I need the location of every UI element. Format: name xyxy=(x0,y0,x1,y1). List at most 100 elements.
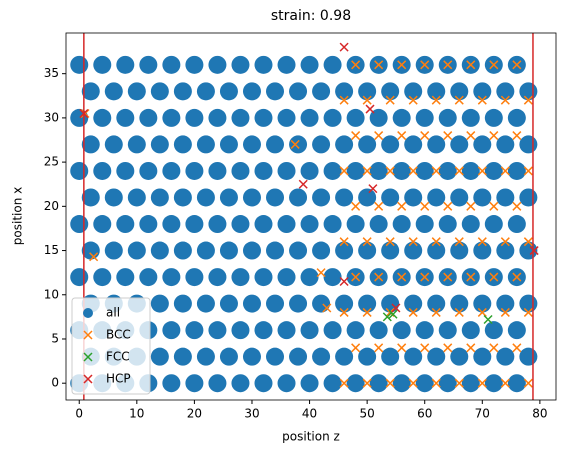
point xyxy=(173,188,192,207)
point xyxy=(185,215,204,234)
legend-label: all xyxy=(106,306,120,320)
point xyxy=(162,321,181,340)
point xyxy=(81,188,100,207)
point xyxy=(477,166,487,176)
point xyxy=(466,272,476,282)
x-tick-label: 0 xyxy=(75,407,83,421)
point xyxy=(116,268,135,287)
point xyxy=(277,374,296,393)
point xyxy=(254,215,273,234)
point xyxy=(466,343,476,353)
point xyxy=(489,60,499,70)
legend-marker xyxy=(83,374,93,384)
point xyxy=(173,294,192,313)
point xyxy=(277,321,296,340)
point xyxy=(93,108,112,127)
x-tick-label: 20 xyxy=(187,407,202,421)
point xyxy=(466,201,476,211)
point xyxy=(298,179,308,189)
point xyxy=(104,241,123,260)
point xyxy=(339,237,349,247)
point xyxy=(277,268,296,287)
point xyxy=(339,276,349,287)
point xyxy=(392,321,411,340)
point xyxy=(316,268,326,278)
point xyxy=(523,95,533,105)
point xyxy=(70,55,89,74)
point xyxy=(443,343,453,353)
point xyxy=(519,347,538,366)
point xyxy=(219,241,238,260)
point xyxy=(219,82,238,101)
point xyxy=(196,82,215,101)
point xyxy=(420,343,430,353)
x-tick-label: 60 xyxy=(417,407,432,421)
point xyxy=(431,237,441,247)
point xyxy=(374,60,384,70)
y-tick-label: 25 xyxy=(44,155,59,169)
point xyxy=(473,188,492,207)
point xyxy=(473,135,492,154)
point xyxy=(89,252,99,262)
point xyxy=(323,215,342,234)
point xyxy=(369,161,388,180)
point xyxy=(461,108,480,127)
point xyxy=(300,321,319,340)
point xyxy=(139,268,158,287)
point xyxy=(420,272,430,282)
point xyxy=(473,347,492,366)
point xyxy=(461,321,480,340)
point xyxy=(290,139,300,149)
point xyxy=(443,60,453,70)
point xyxy=(362,237,372,247)
legend-marker xyxy=(83,330,93,340)
point xyxy=(70,215,89,234)
point xyxy=(242,241,261,260)
point xyxy=(420,60,430,70)
point xyxy=(339,166,349,176)
point xyxy=(397,343,407,353)
point xyxy=(150,347,169,366)
point xyxy=(358,135,377,154)
point xyxy=(150,188,169,207)
point xyxy=(104,135,123,154)
point xyxy=(420,201,430,211)
point xyxy=(254,161,273,180)
x-tick-label: 10 xyxy=(129,407,144,421)
point xyxy=(523,166,533,176)
point xyxy=(277,161,296,180)
point xyxy=(431,166,441,176)
point xyxy=(500,237,510,247)
point xyxy=(427,241,446,260)
x-tick-label: 50 xyxy=(359,407,374,421)
point xyxy=(519,294,538,313)
point xyxy=(369,374,388,393)
point xyxy=(483,314,493,325)
point xyxy=(254,374,273,393)
point xyxy=(196,347,215,366)
point xyxy=(139,55,158,74)
point xyxy=(323,108,342,127)
point xyxy=(477,378,487,388)
point xyxy=(489,201,499,211)
point xyxy=(450,294,469,313)
point xyxy=(300,108,319,127)
point xyxy=(346,108,365,127)
point xyxy=(374,201,384,211)
point xyxy=(385,166,395,176)
point xyxy=(496,347,515,366)
point xyxy=(323,268,342,287)
point xyxy=(312,347,331,366)
point xyxy=(335,241,354,260)
point xyxy=(388,309,398,319)
point xyxy=(507,108,526,127)
point xyxy=(484,108,503,127)
point xyxy=(420,131,430,141)
point xyxy=(473,241,492,260)
point xyxy=(266,82,285,101)
point xyxy=(231,215,250,234)
point xyxy=(173,347,192,366)
point xyxy=(431,307,441,317)
point xyxy=(219,135,238,154)
point xyxy=(415,321,434,340)
